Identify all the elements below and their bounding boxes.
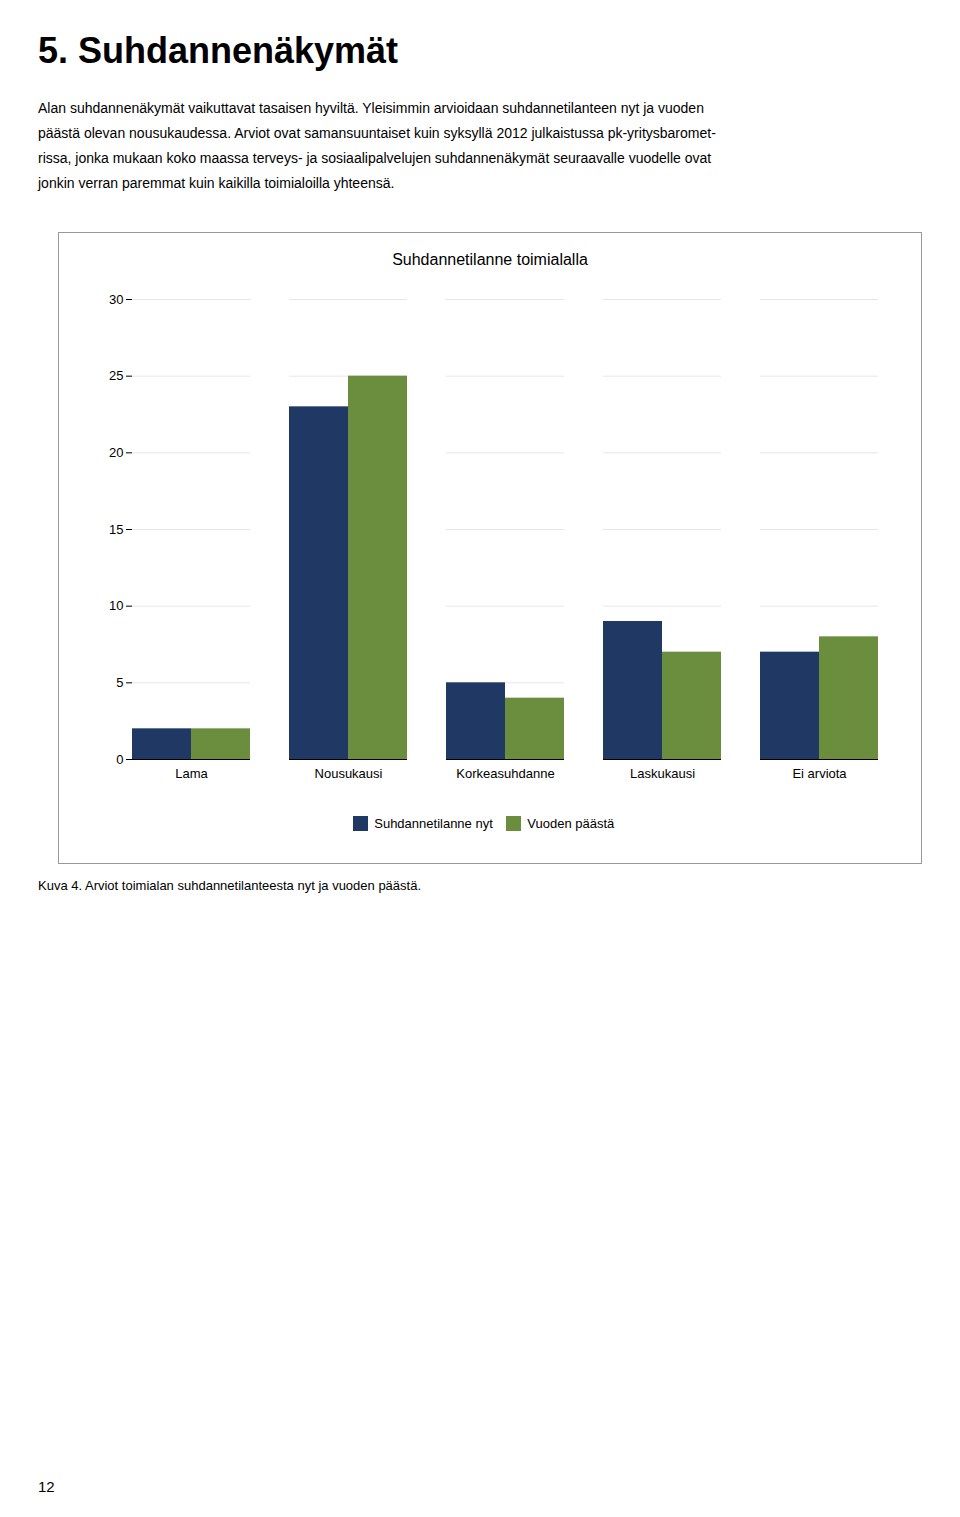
html-text:rissa, jonka mukaan koko maass: rissa, jonka mukaan koko maassa terveys-… (38, 150, 712, 166)
html-text:Vuoden päästä: Vuoden päästä (527, 816, 615, 831)
svg-text:0: 0 (116, 752, 123, 767)
html-text:5. Suhdannenäkymät: 5. Suhdannenäkymät (38, 30, 399, 71)
svg-text:30: 30 (109, 292, 123, 307)
html-text:12: 12 (38, 1478, 55, 1495)
html-text:jonkin verran paremmat kuin ka: jonkin verran paremmat kuin kaikilla toi… (38, 175, 395, 191)
svg-text:10: 10 (109, 598, 123, 613)
html-text:Suhdannetilanne nyt: Suhdannetilanne nyt (374, 816, 493, 831)
html-text:Suhdannetilanne toimialalla: Suhdannetilanne toimialalla (392, 251, 588, 268)
svg-text:Nousukausi: Nousukausi (315, 766, 383, 781)
html-text:Kuva 4. Arviot toimialan suhda: Kuva 4. Arviot toimialan suhdannetilante… (38, 877, 421, 893)
html-text:päästä olevan nousukaudessa. A: päästä olevan nousukaudessa. Arviot ovat… (38, 125, 716, 141)
html-text:Alan suhdannenäkymät vaikuttav: Alan suhdannenäkymät vaikuttavat tasaise… (38, 100, 704, 116)
svg-text:25: 25 (109, 368, 123, 383)
svg-text:15: 15 (109, 522, 123, 537)
svg-text:Ei arviota: Ei arviota (792, 766, 847, 781)
svg-text:20: 20 (109, 445, 123, 460)
svg-text:Lama: Lama (175, 766, 208, 781)
svg-text:5: 5 (116, 675, 123, 690)
svg-text:Korkeasuhdanne: Korkeasuhdanne (456, 766, 554, 781)
svg-text:Laskukausi: Laskukausi (630, 766, 695, 781)
